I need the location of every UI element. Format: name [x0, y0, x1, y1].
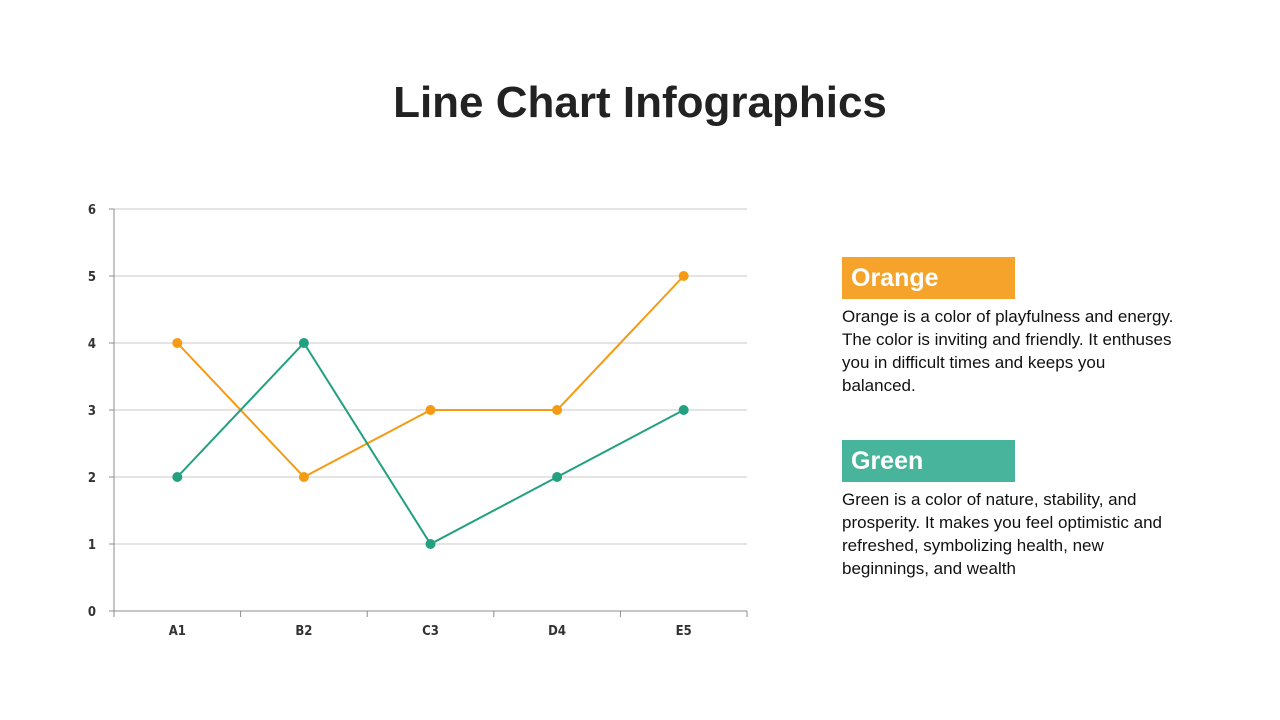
- series-0-point: [678, 271, 689, 281]
- legend-orange-description: Orange is a color of playfulness and ene…: [842, 307, 1174, 395]
- y-tick-label: 0: [88, 605, 96, 620]
- x-tick-label: E5: [676, 624, 692, 639]
- x-tick-label: C3: [422, 624, 439, 639]
- legend-green: Green Green is a color of nature, stabil…: [842, 440, 1182, 580]
- x-tick-label: B2: [295, 624, 312, 639]
- series-0-point: [172, 338, 183, 348]
- series-0-point: [298, 472, 309, 482]
- series-1-point: [678, 405, 689, 415]
- x-tick-label: A1: [169, 624, 186, 639]
- y-tick-label: 3: [88, 404, 96, 419]
- series-1-point: [425, 539, 436, 549]
- y-tick-label: 2: [88, 471, 96, 486]
- legend-orange-badge: Orange: [842, 257, 1015, 299]
- series-line-0: [176, 275, 685, 479]
- legend-orange: Orange Orange is a color of playfulness …: [842, 257, 1182, 397]
- y-tick-label: 1: [88, 538, 96, 553]
- line-chart: 0 1 2 3 4 5 6 A1 B2 C3 D4 E5: [88, 203, 748, 639]
- legend-green-badge: Green: [842, 440, 1015, 482]
- y-tick-label: 6: [88, 203, 96, 218]
- series-0-point: [425, 405, 436, 415]
- series-1-point: [298, 338, 309, 348]
- y-tick-label: 4: [88, 337, 96, 352]
- legend-green-description: Green is a color of nature, stability, a…: [842, 490, 1162, 578]
- series-line-1: [176, 341, 685, 546]
- x-tick-label: D4: [548, 624, 566, 639]
- series-1-point: [172, 472, 183, 482]
- y-tick-label: 5: [88, 270, 96, 285]
- page-title: Line Chart Infographics: [393, 78, 887, 127]
- series-0-point: [552, 405, 563, 415]
- series-1-point: [552, 472, 563, 482]
